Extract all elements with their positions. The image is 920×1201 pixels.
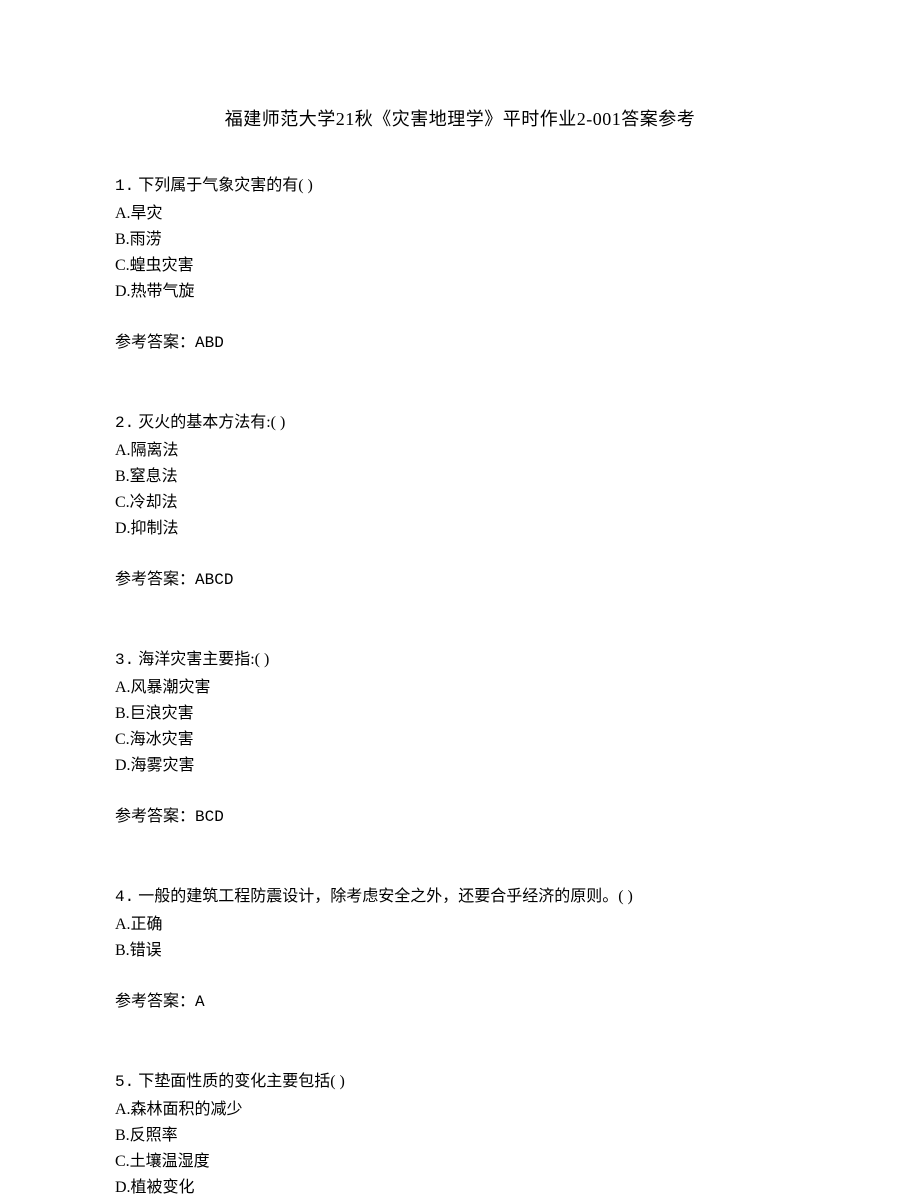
answer-label-text: 参考答案： <box>115 334 195 351</box>
question-number: 1. <box>115 177 134 195</box>
question-text-content: 一般的建筑工程防震设计，除考虑安全之外，还要合乎经济的原则。( ) <box>138 888 633 905</box>
question-text-content: 下列属于气象灾害的有( ) <box>138 177 313 194</box>
option-d: D.抑制法 <box>115 516 805 542</box>
answer-label-text: 参考答案： <box>115 993 195 1010</box>
answer-value: ABCD <box>195 571 233 589</box>
question-stem: 4. 一般的建筑工程防震设计，除考虑安全之外，还要合乎经济的原则。( ) <box>115 884 805 910</box>
answer-value: A <box>195 993 205 1011</box>
question-stem: 3. 海洋灾害主要指:( ) <box>115 647 805 673</box>
question-stem: 5. 下垫面性质的变化主要包括( ) <box>115 1069 805 1095</box>
option-b: B.错误 <box>115 938 805 964</box>
option-d: D.植被变化 <box>115 1175 805 1201</box>
question-number: 2. <box>115 414 134 432</box>
question-number: 4. <box>115 888 134 906</box>
question-3: 3. 海洋灾害主要指:( ) A.风暴潮灾害 B.巨浪灾害 C.海冰灾害 D.海… <box>115 647 805 830</box>
option-b: B.巨浪灾害 <box>115 701 805 727</box>
answer-line: 参考答案：ABD <box>115 330 805 356</box>
option-d: D.海雾灾害 <box>115 753 805 779</box>
question-stem: 1. 下列属于气象灾害的有( ) <box>115 173 805 199</box>
option-a: A.隔离法 <box>115 438 805 464</box>
option-a: A.正确 <box>115 912 805 938</box>
answer-value: BCD <box>195 808 224 826</box>
question-stem: 2. 灭火的基本方法有:( ) <box>115 410 805 436</box>
question-2: 2. 灭火的基本方法有:( ) A.隔离法 B.窒息法 C.冷却法 D.抑制法 … <box>115 410 805 593</box>
question-text-content: 灭火的基本方法有:( ) <box>138 414 285 431</box>
answer-label-text: 参考答案： <box>115 571 195 588</box>
question-text-content: 下垫面性质的变化主要包括( ) <box>138 1073 345 1090</box>
option-a: A.森林面积的减少 <box>115 1097 805 1123</box>
option-b: B.雨涝 <box>115 227 805 253</box>
option-a: A.旱灾 <box>115 201 805 227</box>
option-c: C.蝗虫灾害 <box>115 253 805 279</box>
option-b: B.反照率 <box>115 1123 805 1149</box>
question-number: 5. <box>115 1073 134 1091</box>
answer-line: 参考答案：ABCD <box>115 567 805 593</box>
document-title: 福建师范大学21秋《灾害地理学》平时作业2-001答案参考 <box>115 105 805 131</box>
option-c: C.冷却法 <box>115 490 805 516</box>
question-5: 5. 下垫面性质的变化主要包括( ) A.森林面积的减少 B.反照率 C.土壤温… <box>115 1069 805 1201</box>
option-a: A.风暴潮灾害 <box>115 675 805 701</box>
answer-line: 参考答案：BCD <box>115 804 805 830</box>
answer-value: ABD <box>195 334 224 352</box>
answer-line: 参考答案：A <box>115 989 805 1015</box>
question-number: 3. <box>115 651 134 669</box>
question-text-content: 海洋灾害主要指:( ) <box>138 651 269 668</box>
option-d: D.热带气旋 <box>115 279 805 305</box>
answer-label-text: 参考答案： <box>115 808 195 825</box>
question-4: 4. 一般的建筑工程防震设计，除考虑安全之外，还要合乎经济的原则。( ) A.正… <box>115 884 805 1015</box>
option-c: C.海冰灾害 <box>115 727 805 753</box>
option-b: B.窒息法 <box>115 464 805 490</box>
question-1: 1. 下列属于气象灾害的有( ) A.旱灾 B.雨涝 C.蝗虫灾害 D.热带气旋… <box>115 173 805 356</box>
option-c: C.土壤温湿度 <box>115 1149 805 1175</box>
